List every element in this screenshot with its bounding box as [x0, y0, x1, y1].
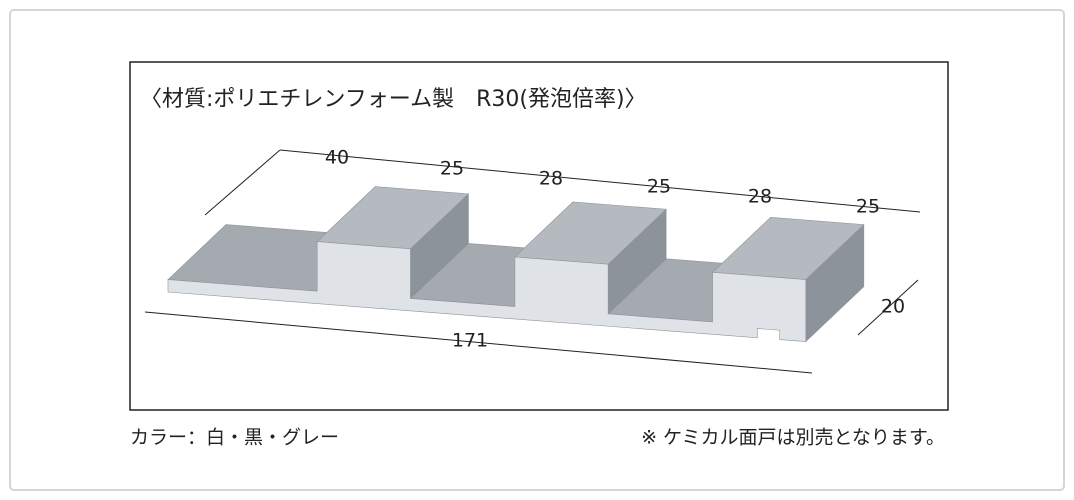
dim-label: 25 [647, 176, 671, 198]
dim-label: 171 [452, 330, 488, 352]
dim-label: 28 [539, 168, 563, 190]
dim-label: 28 [748, 186, 772, 208]
dim-label: 25 [856, 196, 880, 218]
dim-label: 25 [440, 158, 464, 180]
color-note: カラー：白・黒・グレー [130, 427, 339, 449]
front-face [167, 241, 807, 342]
sales-note: ※ ケミカル面戸は別売となります。 [641, 427, 945, 449]
dim-label: 20 [881, 296, 905, 318]
title: 〈材質:ポリエチレンフォーム製 R30(発泡倍率)〉 [140, 87, 647, 112]
dimension-lines [144, 149, 921, 374]
dim-label: 40 [325, 147, 349, 169]
foam-profile [167, 186, 865, 343]
